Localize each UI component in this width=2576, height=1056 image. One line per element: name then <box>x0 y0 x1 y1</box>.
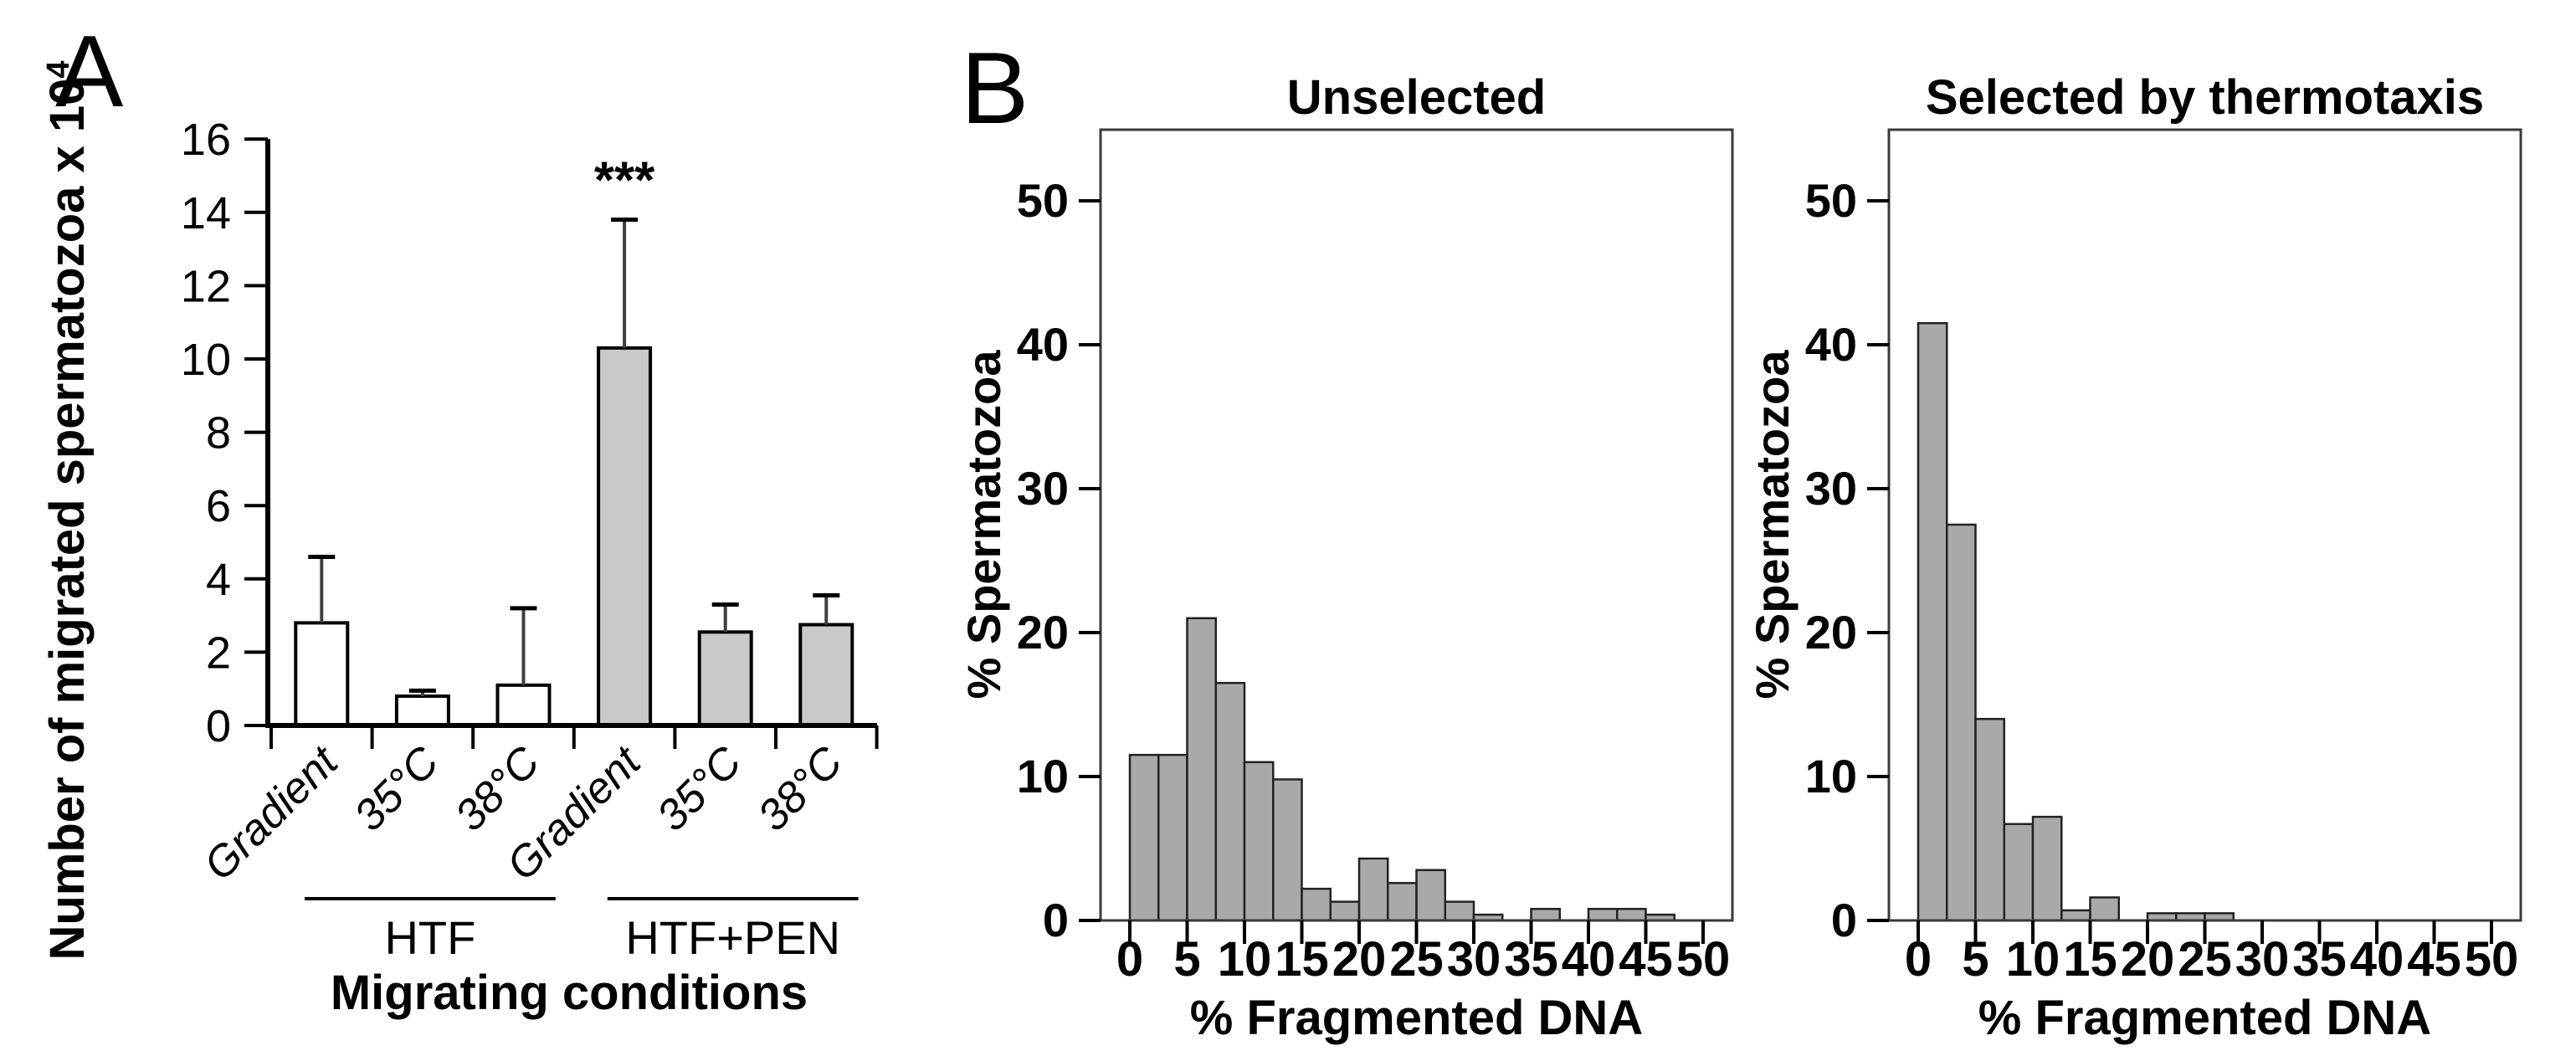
x-tick-label: 35 <box>1504 932 1558 987</box>
unselected-histogram-bin-25 <box>1415 869 1446 922</box>
x-tick-label: 5 <box>1962 932 1988 987</box>
x-tick-label: 15 <box>2063 932 2117 987</box>
unselected-histogram-y-axis-title: % Spermatozoa <box>957 350 1010 700</box>
group-label-htf: HTF <box>384 911 475 964</box>
panel-a-y-axis-title: Number of migrated spermatozoa x 104 <box>40 60 95 960</box>
y-tick-label: 0 <box>1043 894 1069 946</box>
x-tick-label: 25 <box>1389 932 1444 987</box>
thermotaxis-histogram-bin-5 <box>1974 717 2005 922</box>
unselected-histogram-title: Unselected <box>1287 70 1546 125</box>
y-tick-label: 6 <box>206 481 231 531</box>
y-tick-label: 0 <box>206 701 231 751</box>
thermotaxis-histogram-bin-12.5 <box>2060 909 2091 922</box>
x-tick-label: 40 <box>2350 932 2404 987</box>
y-tick-label: 40 <box>1017 318 1069 371</box>
x-tick-label: 0 <box>1116 932 1143 987</box>
thermotaxis-histogram-bin-2.5 <box>1946 523 1977 922</box>
x-tick-label: 30 <box>2235 932 2290 987</box>
unselected-histogram-bin-12.5 <box>1272 778 1303 922</box>
unselected-histogram-bin-15 <box>1301 887 1332 922</box>
unselected-histogram-bin-20 <box>1357 857 1389 922</box>
x-tick-label: 45 <box>1619 932 1673 987</box>
x-tick-label: 10 <box>1218 932 1272 987</box>
x-tick-label: 50 <box>1676 932 1731 987</box>
x-tick-label: 15 <box>1275 932 1329 987</box>
x-tick-label: 30 <box>1447 932 1501 987</box>
group-label-htf+pen: HTF+PEN <box>625 911 840 964</box>
thermotaxis-histogram-bin-15 <box>2089 896 2120 922</box>
thermotaxis-histogram-bin-10 <box>2031 815 2063 922</box>
y-tick-label: 30 <box>1017 462 1069 515</box>
unselected-histogram-bin-40 <box>1587 907 1619 922</box>
unselected-histogram-x-axis-title: % Fragmented DNA <box>1190 991 1643 1045</box>
thermotaxis-histogram-y-axis-title: % Spermatozoa <box>1746 350 1799 700</box>
y-tick-label: 10 <box>1805 750 1857 802</box>
bar-35°c-1 <box>394 694 450 728</box>
y-tick-label: 2 <box>206 628 231 678</box>
x-tick-label: 5 <box>1173 932 1200 987</box>
x-tick-label: 20 <box>2121 932 2175 987</box>
x-tick-label: 35 <box>2292 932 2347 987</box>
x-tick-label: 0 <box>1905 932 1932 987</box>
bar-38°c-2 <box>495 683 552 728</box>
y-tick-label: 10 <box>1017 750 1069 802</box>
unselected-histogram-bin-27.5 <box>1444 900 1475 922</box>
y-tick-label: 16 <box>181 115 231 165</box>
panel-a-label: A <box>55 14 124 128</box>
y-tick-label: 40 <box>1805 318 1857 371</box>
unselected-histogram-bin-35 <box>1530 907 1561 922</box>
unselected-histogram-bin-10 <box>1243 761 1275 922</box>
y-tick-label: 20 <box>1017 606 1069 659</box>
thermotaxis-histogram-bin-7.5 <box>2003 823 2035 922</box>
category-label-1: 35°C <box>345 737 448 840</box>
x-tick-label: 20 <box>1332 932 1387 987</box>
y-tick-label: 8 <box>206 408 231 459</box>
thermotaxis-histogram-x-axis-title: % Fragmented DNA <box>1978 991 2431 1045</box>
y-tick-label: 20 <box>1805 606 1857 659</box>
unselected-histogram-bin-2.5 <box>1157 753 1188 922</box>
category-label-5: 38°C <box>749 737 852 840</box>
y-tick-label: 50 <box>1017 174 1069 227</box>
y-tick-label: 0 <box>1831 894 1857 946</box>
unselected-histogram-bin-22.5 <box>1387 882 1418 922</box>
y-tick-label: 4 <box>206 555 231 605</box>
unselected-histogram-bin-5 <box>1186 617 1217 922</box>
bar-gradient-3 <box>597 346 653 727</box>
y-tick-label: 30 <box>1805 462 1857 515</box>
bar-35°c-4 <box>697 630 753 727</box>
unselected-histogram-bin-42.5 <box>1616 907 1647 922</box>
thermotaxis-histogram-bin-0 <box>1917 321 1948 922</box>
x-tick-label: 45 <box>2407 932 2461 987</box>
significance-stars: *** <box>594 152 655 210</box>
panel-a-x-axis-title: Migrating conditions <box>331 966 808 1020</box>
bar-gradient-0 <box>294 621 350 727</box>
unselected-histogram-bin-7.5 <box>1214 681 1246 922</box>
y-tick-label: 14 <box>181 188 231 238</box>
x-tick-label: 10 <box>2006 932 2060 987</box>
y-tick-label: 50 <box>1805 174 1857 227</box>
category-label-0: Gradient <box>195 736 349 890</box>
category-label-4: 35°C <box>648 737 751 840</box>
bar-38°c-5 <box>798 623 854 727</box>
unselected-histogram-bin-0 <box>1128 753 1160 922</box>
x-tick-label: 40 <box>1562 932 1616 987</box>
unselected-histogram-bin-17.5 <box>1329 900 1361 922</box>
x-tick-label: 25 <box>2178 932 2232 987</box>
y-tick-label: 12 <box>181 261 231 311</box>
x-tick-label: 50 <box>2465 932 2519 987</box>
y-tick-label: 10 <box>181 335 231 385</box>
thermotaxis-histogram-title: Selected by thermotaxis <box>1926 70 2484 125</box>
panel-b-label: B <box>961 31 1029 145</box>
